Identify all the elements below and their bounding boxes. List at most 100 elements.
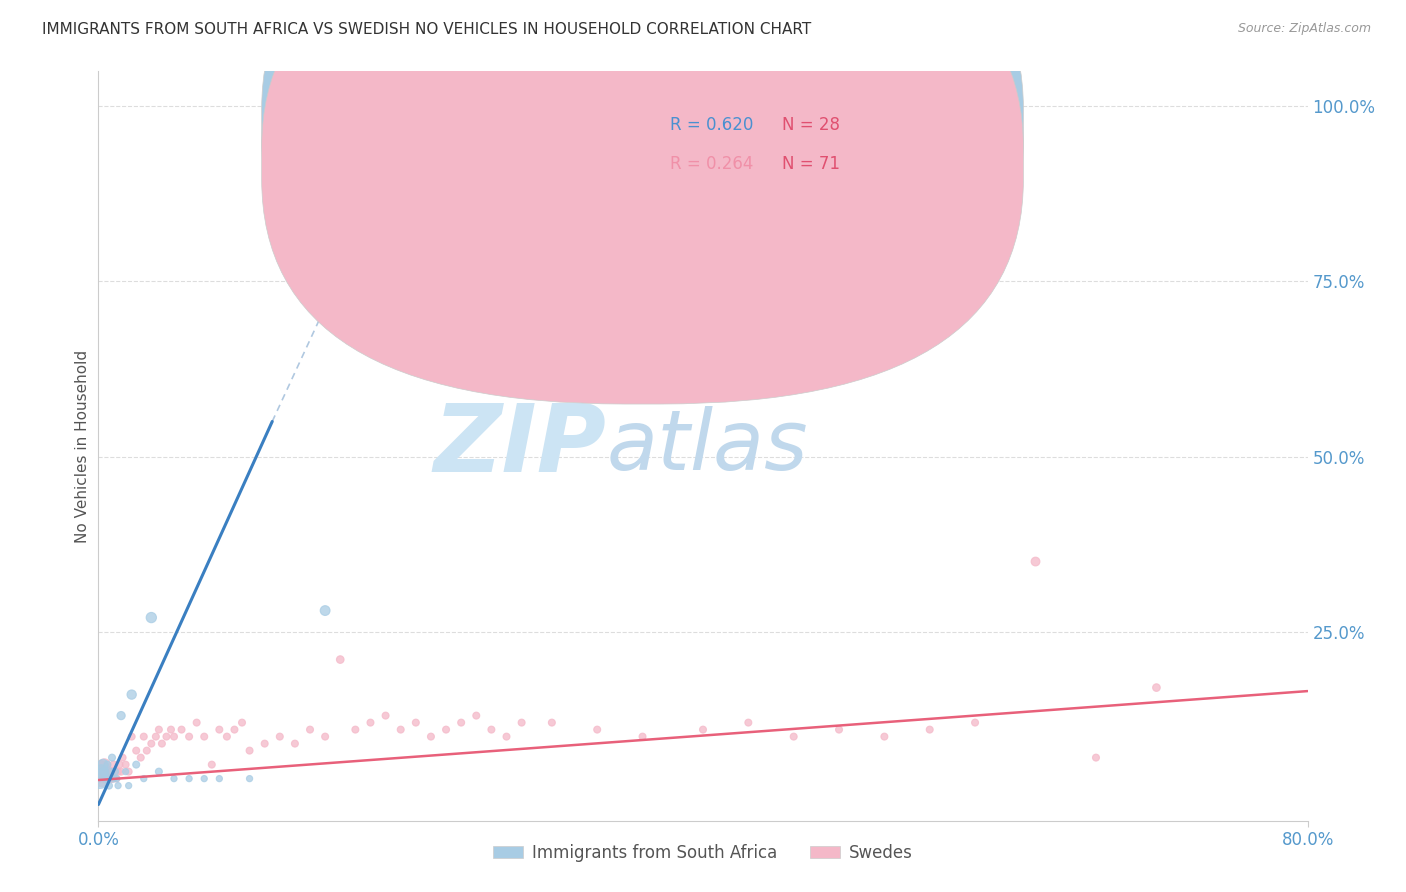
- Point: [111, 750, 134, 764]
- Point: [465, 708, 488, 723]
- Point: [94, 772, 117, 786]
- Point: [737, 715, 759, 730]
- Point: [193, 772, 215, 786]
- Point: [586, 723, 609, 737]
- Point: [125, 743, 148, 757]
- Point: [129, 750, 152, 764]
- Point: [692, 723, 714, 737]
- Point: [93, 757, 115, 772]
- Point: [150, 737, 173, 751]
- Point: [208, 772, 231, 786]
- Point: [121, 688, 143, 702]
- Point: [201, 757, 224, 772]
- Point: [374, 708, 396, 723]
- Point: [103, 757, 125, 772]
- Text: IMMIGRANTS FROM SOUTH AFRICA VS SWEDISH NO VEHICLES IN HOUSEHOLD CORRELATION CHA: IMMIGRANTS FROM SOUTH AFRICA VS SWEDISH …: [42, 22, 811, 37]
- Point: [135, 743, 157, 757]
- Point: [103, 772, 125, 786]
- Point: [405, 715, 427, 730]
- Text: atlas: atlas: [606, 406, 808, 486]
- Point: [163, 772, 186, 786]
- Point: [170, 723, 193, 737]
- Text: R = 0.264: R = 0.264: [671, 154, 754, 172]
- Point: [389, 723, 412, 737]
- Point: [105, 772, 128, 786]
- Point: [100, 764, 122, 779]
- FancyBboxPatch shape: [262, 0, 1024, 404]
- Point: [93, 764, 115, 779]
- Point: [110, 708, 132, 723]
- Text: Source: ZipAtlas.com: Source: ZipAtlas.com: [1237, 22, 1371, 36]
- Point: [450, 715, 472, 730]
- Point: [239, 772, 262, 786]
- Point: [1024, 555, 1046, 569]
- Point: [329, 652, 352, 666]
- Text: ZIP: ZIP: [433, 400, 606, 492]
- Point: [105, 772, 128, 786]
- Point: [114, 757, 136, 772]
- Point: [918, 723, 941, 737]
- Point: [108, 757, 131, 772]
- Point: [104, 764, 127, 779]
- Point: [98, 772, 121, 786]
- Point: [186, 715, 208, 730]
- Point: [132, 772, 155, 786]
- Point: [89, 772, 111, 786]
- Point: [90, 772, 112, 786]
- FancyBboxPatch shape: [613, 94, 879, 191]
- Point: [179, 730, 201, 744]
- Point: [94, 772, 117, 786]
- Point: [155, 730, 177, 744]
- Point: [90, 764, 112, 779]
- Point: [299, 723, 322, 737]
- Point: [253, 737, 276, 751]
- Point: [160, 723, 183, 737]
- Point: [231, 715, 253, 730]
- Point: [1144, 681, 1167, 695]
- Y-axis label: No Vehicles in Household: No Vehicles in Household: [75, 350, 90, 542]
- Point: [91, 757, 114, 772]
- Point: [107, 779, 129, 793]
- Point: [344, 723, 367, 737]
- Point: [125, 757, 148, 772]
- Point: [495, 730, 517, 744]
- Point: [540, 715, 562, 730]
- Point: [420, 730, 443, 744]
- Point: [141, 610, 163, 624]
- Point: [314, 730, 336, 744]
- Point: [101, 750, 124, 764]
- Point: [91, 764, 114, 779]
- Point: [434, 723, 457, 737]
- Point: [145, 730, 167, 744]
- Point: [389, 120, 412, 135]
- Point: [89, 764, 111, 779]
- Point: [110, 764, 132, 779]
- Point: [284, 737, 307, 751]
- Point: [141, 737, 163, 751]
- Point: [193, 730, 215, 744]
- Point: [104, 764, 127, 779]
- Text: N = 28: N = 28: [782, 116, 839, 134]
- Point: [96, 757, 118, 772]
- Point: [100, 764, 122, 779]
- Point: [163, 730, 186, 744]
- Point: [269, 730, 291, 744]
- Text: R = 0.620: R = 0.620: [671, 116, 754, 134]
- Point: [148, 723, 170, 737]
- Point: [481, 723, 503, 737]
- Point: [98, 779, 121, 793]
- Point: [132, 730, 155, 744]
- Point: [224, 723, 246, 737]
- Point: [118, 764, 141, 779]
- Legend: Immigrants from South Africa, Swedes: Immigrants from South Africa, Swedes: [486, 838, 920, 869]
- Point: [96, 764, 118, 779]
- FancyBboxPatch shape: [262, 0, 1024, 365]
- Point: [239, 743, 262, 757]
- Point: [360, 715, 382, 730]
- Point: [101, 772, 124, 786]
- Point: [208, 723, 231, 737]
- Point: [179, 772, 201, 786]
- Point: [828, 723, 851, 737]
- Point: [510, 715, 533, 730]
- Point: [965, 715, 987, 730]
